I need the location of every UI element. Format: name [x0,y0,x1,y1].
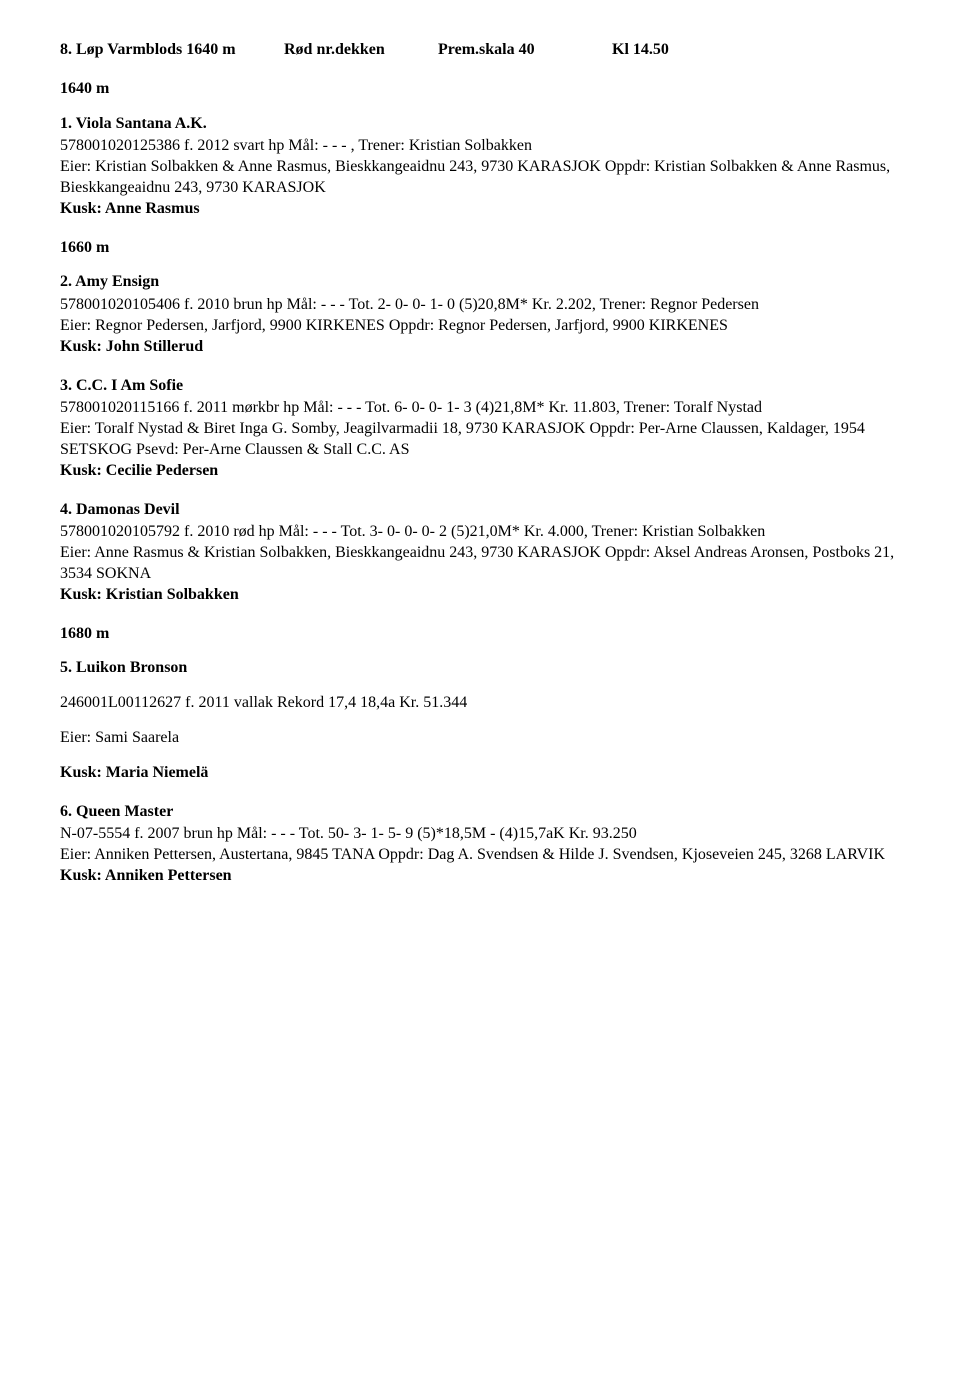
race-title: 8. Løp Varmblods 1640 m [60,40,280,61]
entry-6-kusk: Kusk: Anniken Pettersen [60,866,900,887]
entry-1-kusk: Kusk: Anne Rasmus [60,199,900,220]
entry-1-title: 1. Viola Santana A.K. [60,114,900,135]
entry-6: 6. Queen Master N-07-5554 f. 2007 brun h… [60,802,900,887]
race-time: Kl 14.50 [612,40,669,61]
entry-5-title: 5. Luikon Bronson [60,658,900,679]
race-header: 8. Løp Varmblods 1640 m Rød nr.dekken Pr… [60,40,900,61]
entry-3-line2: Eier: Toralf Nystad & Biret Inga G. Somb… [60,419,900,461]
entry-2-line1: 578001020105406 f. 2010 brun hp Mål: - -… [60,295,900,316]
entry-4-line2: Eier: Anne Rasmus & Kristian Solbakken, … [60,543,900,585]
entry-4: 4. Damonas Devil 578001020105792 f. 2010… [60,500,900,606]
entry-5-line1: 246001L00112627 f. 2011 vallak Rekord 17… [60,693,900,714]
entry-5-kusk: Kusk: Maria Niemelä [60,763,900,784]
distance-1680: 1680 m [60,624,900,645]
entry-3: 3. C.C. I Am Sofie 578001020115166 f. 20… [60,376,900,482]
entry-4-line1: 578001020105792 f. 2010 rød hp Mål: - - … [60,522,900,543]
entry-6-line2: Eier: Anniken Pettersen, Austertana, 984… [60,845,900,866]
entry-5-eier: Eier: Sami Saarela [60,728,900,749]
entry-5: 5. Luikon Bronson 246001L00112627 f. 201… [60,658,900,783]
entry-1-line2: Eier: Kristian Solbakken & Anne Rasmus, … [60,157,900,199]
dekken: Rød nr.dekken [284,40,434,61]
entry-2-line2: Eier: Regnor Pedersen, Jarfjord, 9900 KI… [60,316,900,337]
entry-4-title: 4. Damonas Devil [60,500,900,521]
entry-3-line1: 578001020115166 f. 2011 mørkbr hp Mål: -… [60,398,900,419]
entry-6-title: 6. Queen Master [60,802,900,823]
entry-4-kusk: Kusk: Kristian Solbakken [60,585,900,606]
entry-6-line1: N-07-5554 f. 2007 brun hp Mål: - - - Tot… [60,824,900,845]
distance-1660: 1660 m [60,238,900,259]
entry-2: 2. Amy Ensign 578001020105406 f. 2010 br… [60,272,900,357]
entry-3-kusk: Kusk: Cecilie Pedersen [60,461,900,482]
entry-3-title: 3. C.C. I Am Sofie [60,376,900,397]
entry-2-kusk: Kusk: John Stillerud [60,337,900,358]
prem-skala: Prem.skala 40 [438,40,608,61]
entry-1: 1. Viola Santana A.K. 578001020125386 f.… [60,114,900,220]
entry-2-title: 2. Amy Ensign [60,272,900,293]
entry-1-line1: 578001020125386 f. 2012 svart hp Mål: - … [60,136,900,157]
distance-1640: 1640 m [60,79,900,100]
